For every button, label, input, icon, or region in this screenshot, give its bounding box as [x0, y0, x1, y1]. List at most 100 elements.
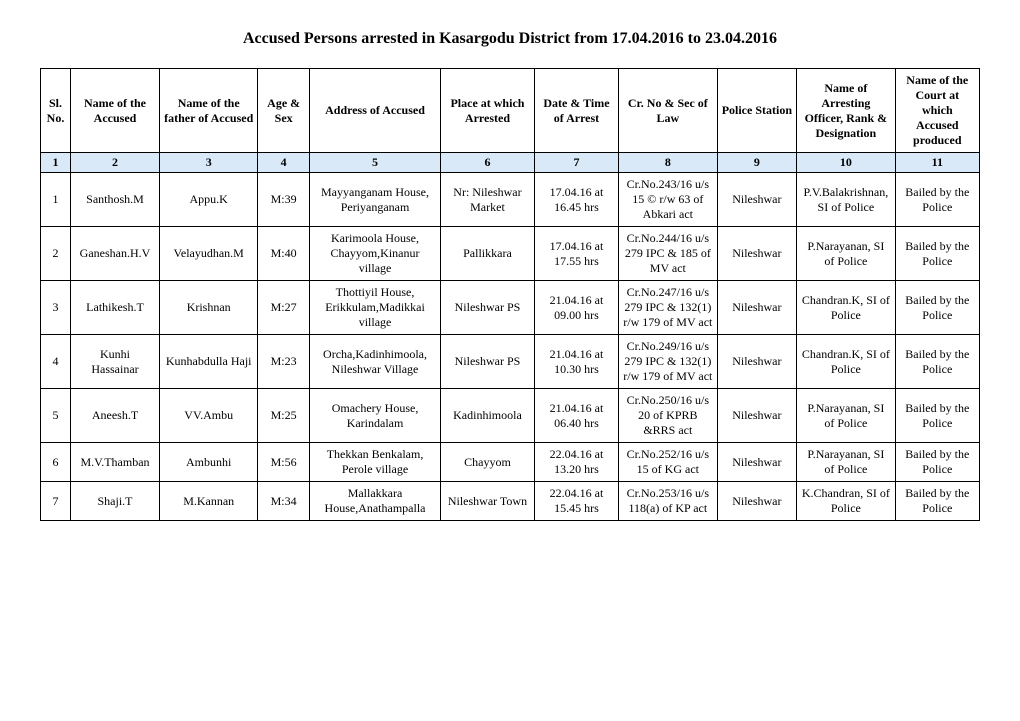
cell-sl: 7: [41, 482, 71, 521]
col-num: 4: [258, 153, 310, 173]
cell-date: 17.04.16 at 17.55 hrs: [534, 227, 618, 281]
col-num: 1: [41, 153, 71, 173]
cell-father: Kunhabdulla Haji: [160, 335, 258, 389]
col-num: 3: [160, 153, 258, 173]
col-header: Age & Sex: [258, 69, 310, 153]
cell-addr: Thekkan Benkalam, Perole village: [309, 443, 440, 482]
cell-sl: 1: [41, 173, 71, 227]
cell-crno: Cr.No.243/16 u/s 15 © r/w 63 of Abkari a…: [619, 173, 717, 227]
cell-crno: Cr.No.249/16 u/s 279 IPC & 132(1) r/w 17…: [619, 335, 717, 389]
cell-date: 21.04.16 at 10.30 hrs: [534, 335, 618, 389]
cell-officer: K.Chandran, SI of Police: [797, 482, 895, 521]
col-num: 11: [895, 153, 979, 173]
cell-name: M.V.Thamban: [70, 443, 159, 482]
col-header: Date & Time of Arrest: [534, 69, 618, 153]
cell-place: Nileshwar PS: [441, 281, 535, 335]
cell-sl: 5: [41, 389, 71, 443]
cell-officer: P.Narayanan, SI of Police: [797, 443, 895, 482]
cell-father: Appu.K: [160, 173, 258, 227]
cell-place: Pallikkara: [441, 227, 535, 281]
cell-addr: Mallakkara House,Anathampalla: [309, 482, 440, 521]
cell-place: Nileshwar PS: [441, 335, 535, 389]
cell-name: Lathikesh.T: [70, 281, 159, 335]
cell-age: M:27: [258, 281, 310, 335]
cell-court: Bailed by the Police: [895, 389, 979, 443]
cell-ps: Nileshwar: [717, 335, 797, 389]
cell-ps: Nileshwar: [717, 443, 797, 482]
cell-date: 22.04.16 at 15.45 hrs: [534, 482, 618, 521]
col-header: Place at which Arrested: [441, 69, 535, 153]
col-header: Name of the Court at which Accused produ…: [895, 69, 979, 153]
cell-age: M:23: [258, 335, 310, 389]
cell-officer: Chandran.K, SI of Police: [797, 335, 895, 389]
cell-age: M:40: [258, 227, 310, 281]
cell-ps: Nileshwar: [717, 389, 797, 443]
arrests-table: Sl. No. Name of the Accused Name of the …: [40, 68, 980, 521]
cell-crno: Cr.No.244/16 u/s 279 IPC & 185 of MV act: [619, 227, 717, 281]
col-num: 7: [534, 153, 618, 173]
cell-place: Chayyom: [441, 443, 535, 482]
cell-father: VV.Ambu: [160, 389, 258, 443]
page-title: Accused Persons arrested in Kasargodu Di…: [40, 30, 980, 48]
cell-addr: Mayyanganam House, Periyanganam: [309, 173, 440, 227]
col-header: Police Station: [717, 69, 797, 153]
cell-sl: 6: [41, 443, 71, 482]
cell-age: M:56: [258, 443, 310, 482]
cell-ps: Nileshwar: [717, 281, 797, 335]
cell-crno: Cr.No.253/16 u/s 118(a) of KP act: [619, 482, 717, 521]
cell-date: 17.04.16 at 16.45 hrs: [534, 173, 618, 227]
cell-officer: P.Narayanan, SI of Police: [797, 227, 895, 281]
cell-place: Nr: Nileshwar Market: [441, 173, 535, 227]
col-num: 6: [441, 153, 535, 173]
col-header: Name of the Accused: [70, 69, 159, 153]
cell-place: Kadinhimoola: [441, 389, 535, 443]
cell-father: M.Kannan: [160, 482, 258, 521]
table-row: 1Santhosh.MAppu.KM:39Mayyanganam House, …: [41, 173, 980, 227]
cell-ps: Nileshwar: [717, 173, 797, 227]
col-header: Name of the father of Accused: [160, 69, 258, 153]
cell-crno: Cr.No.250/16 u/s 20 of KPRB &RRS act: [619, 389, 717, 443]
cell-sl: 3: [41, 281, 71, 335]
col-num: 8: [619, 153, 717, 173]
table-row: 6M.V.ThambanAmbunhiM:56Thekkan Benkalam,…: [41, 443, 980, 482]
cell-officer: Chandran.K, SI of Police: [797, 281, 895, 335]
cell-addr: Orcha,Kadinhimoola, Nileshwar Village: [309, 335, 440, 389]
cell-father: Krishnan: [160, 281, 258, 335]
cell-age: M:25: [258, 389, 310, 443]
cell-court: Bailed by the Police: [895, 482, 979, 521]
col-num: 2: [70, 153, 159, 173]
cell-crno: Cr.No.252/16 u/s 15 of KG act: [619, 443, 717, 482]
cell-crno: Cr.No.247/16 u/s 279 IPC & 132(1) r/w 17…: [619, 281, 717, 335]
cell-name: Shaji.T: [70, 482, 159, 521]
cell-date: 21.04.16 at 09.00 hrs: [534, 281, 618, 335]
cell-court: Bailed by the Police: [895, 281, 979, 335]
cell-date: 21.04.16 at 06.40 hrs: [534, 389, 618, 443]
header-row: Sl. No. Name of the Accused Name of the …: [41, 69, 980, 153]
table-row: 2Ganeshan.H.VVelayudhan.MM:40Karimoola H…: [41, 227, 980, 281]
cell-court: Bailed by the Police: [895, 443, 979, 482]
cell-father: Velayudhan.M: [160, 227, 258, 281]
table-row: 3Lathikesh.TKrishnanM:27Thottiyil House,…: [41, 281, 980, 335]
cell-addr: Omachery House, Karindalam: [309, 389, 440, 443]
col-header: Name of Arresting Officer, Rank & Design…: [797, 69, 895, 153]
cell-father: Ambunhi: [160, 443, 258, 482]
cell-age: M:39: [258, 173, 310, 227]
cell-addr: Karimoola House, Chayyom,Kinanur village: [309, 227, 440, 281]
cell-addr: Thottiyil House, Erikkulam,Madikkai vill…: [309, 281, 440, 335]
cell-court: Bailed by the Police: [895, 173, 979, 227]
cell-court: Bailed by the Police: [895, 335, 979, 389]
col-num: 5: [309, 153, 440, 173]
cell-date: 22.04.16 at 13.20 hrs: [534, 443, 618, 482]
cell-age: M:34: [258, 482, 310, 521]
cell-sl: 2: [41, 227, 71, 281]
cell-court: Bailed by the Police: [895, 227, 979, 281]
column-number-row: 1 2 3 4 5 6 7 8 9 10 11: [41, 153, 980, 173]
cell-officer: P.V.Balakrishnan, SI of Police: [797, 173, 895, 227]
col-num: 10: [797, 153, 895, 173]
col-header: Address of Accused: [309, 69, 440, 153]
cell-sl: 4: [41, 335, 71, 389]
cell-name: Ganeshan.H.V: [70, 227, 159, 281]
cell-ps: Nileshwar: [717, 482, 797, 521]
cell-officer: P.Narayanan, SI of Police: [797, 389, 895, 443]
cell-name: Santhosh.M: [70, 173, 159, 227]
